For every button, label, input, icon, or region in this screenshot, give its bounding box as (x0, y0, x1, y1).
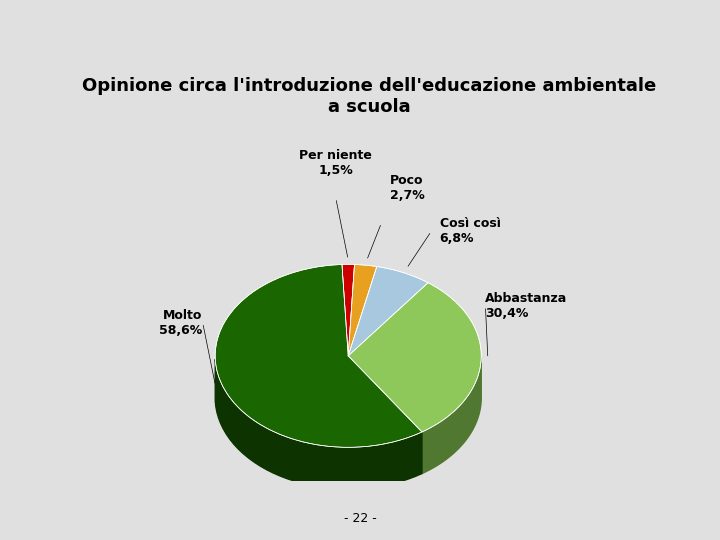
Text: Per niente
1,5%: Per niente 1,5% (300, 149, 372, 177)
Polygon shape (348, 283, 481, 432)
Text: Opinione circa l'introduzione dell'educazione ambientale
a scuola: Opinione circa l'introduzione dell'educa… (82, 77, 656, 116)
Polygon shape (342, 265, 354, 356)
Polygon shape (348, 265, 377, 356)
Polygon shape (348, 267, 428, 356)
Text: Abbastanza
30,4%: Abbastanza 30,4% (485, 292, 567, 320)
Text: - 22 -: - 22 - (343, 512, 377, 525)
Polygon shape (215, 265, 422, 447)
Ellipse shape (215, 306, 481, 489)
Polygon shape (215, 359, 422, 489)
Text: Così così
6,8%: Così così 6,8% (440, 217, 500, 245)
Polygon shape (422, 357, 481, 474)
Text: Poco
2,7%: Poco 2,7% (390, 174, 425, 202)
Text: Molto
58,6%: Molto 58,6% (159, 308, 203, 336)
